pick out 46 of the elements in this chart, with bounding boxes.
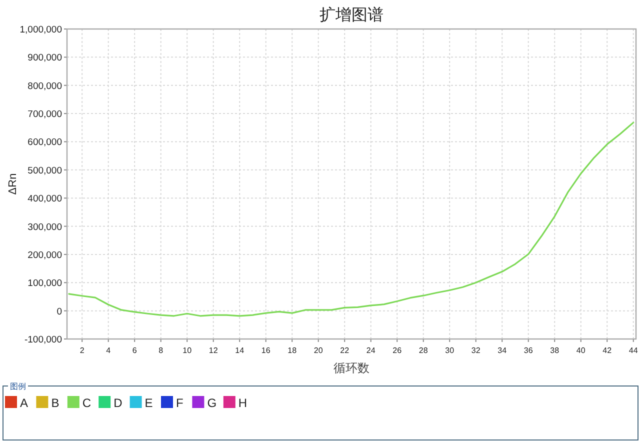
- legend-label: H: [238, 396, 248, 410]
- x-tick-label: 2: [80, 346, 85, 355]
- x-tick-label: 42: [602, 346, 612, 355]
- y-tick-label: 300,000: [28, 222, 62, 233]
- legend-label: C: [82, 396, 92, 410]
- x-tick-label: 18: [288, 346, 298, 355]
- legend-label: G: [207, 396, 217, 410]
- y-tick-label: 900,000: [28, 52, 62, 64]
- legend-label: E: [144, 396, 153, 410]
- x-tick-label: 44: [628, 346, 638, 355]
- legend-title: 图例: [10, 382, 26, 391]
- y-tick-label: 600,000: [28, 137, 62, 148]
- x-axis-title: 循环数: [334, 361, 370, 375]
- x-tick-label: 38: [550, 346, 560, 355]
- y-tick-label: 200,000: [28, 250, 62, 261]
- x-tick-label: 24: [366, 346, 376, 355]
- x-tick-label: 40: [576, 346, 586, 355]
- x-tick-label: 16: [261, 346, 271, 355]
- x-tick-label: 34: [498, 346, 508, 355]
- y-tick-label: 800,000: [28, 80, 62, 92]
- x-tick-label: 14: [235, 346, 245, 355]
- x-tick-label: 36: [524, 346, 534, 355]
- x-tick-label: 4: [106, 346, 112, 355]
- x-tick-label: 30: [445, 346, 455, 355]
- legend-label: A: [20, 396, 28, 410]
- legend-label: F: [176, 396, 184, 410]
- y-tick-label: 700,000: [28, 109, 62, 120]
- chart-title: 扩增图谱: [320, 6, 384, 24]
- y-tick-label: 0: [56, 306, 62, 318]
- x-tick-label: 10: [182, 346, 192, 355]
- x-tick-label: 12: [208, 346, 218, 355]
- legend-label: D: [114, 396, 123, 410]
- y-tick-label: 500,000: [28, 165, 62, 176]
- x-tick-label: 32: [471, 346, 481, 355]
- y-axis-title: ΔRn: [7, 173, 19, 195]
- x-tick-label: 28: [418, 346, 428, 355]
- y-tick-label: 1,000,000: [20, 24, 62, 36]
- legend-label: B: [51, 396, 60, 410]
- y-tick-label: 100,000: [28, 278, 62, 290]
- x-tick-label: 6: [132, 346, 138, 355]
- x-tick-label: 8: [158, 346, 164, 355]
- y-tick-label: -100,000: [24, 334, 62, 346]
- x-tick-label: 20: [314, 346, 324, 355]
- y-tick-label: 400,000: [28, 194, 62, 205]
- x-tick-label: 22: [340, 346, 350, 355]
- x-tick-label: 26: [392, 346, 402, 355]
